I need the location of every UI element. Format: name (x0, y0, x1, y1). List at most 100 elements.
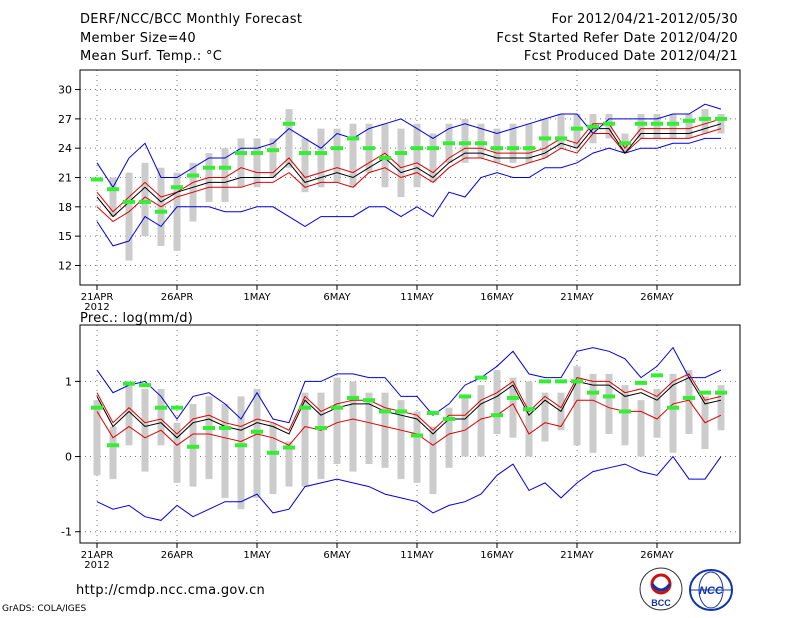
member-range-bar (397, 400, 405, 480)
member-range-bar (221, 403, 229, 498)
member-range-bar (381, 123, 389, 188)
observation-marker (395, 151, 407, 156)
member-range-bar (221, 148, 229, 202)
observation-marker (171, 405, 183, 410)
panel-title: Prec.: log(mm/d) (80, 311, 193, 326)
observation-marker (187, 444, 199, 449)
member-range-bar (493, 128, 501, 163)
x-tick-label: 6MAY (323, 550, 351, 561)
x-tick-label: 26APR (161, 550, 194, 561)
x-tick-label: 11MAY (400, 292, 434, 303)
ncc-logo-text: NCC (699, 585, 724, 597)
member-range-bar (317, 392, 325, 480)
observation-marker (347, 395, 359, 400)
member-range-bar (429, 426, 437, 495)
observation-marker (315, 425, 327, 430)
member-range-bar (685, 370, 693, 434)
member-range-bar (653, 113, 661, 139)
observation-marker (523, 407, 535, 412)
x-tick-label: 26MAY (640, 292, 674, 303)
y-tick-label: 21 (58, 172, 72, 185)
member-range-bar (509, 377, 517, 438)
member-range-bar (269, 422, 277, 495)
member-range-bar (125, 381, 133, 446)
observation-marker (475, 375, 487, 380)
observation-marker (555, 379, 567, 384)
member-range-bar (349, 381, 357, 472)
observation-marker (683, 118, 695, 123)
member-range-bar (205, 396, 213, 480)
observation-marker (331, 405, 343, 410)
x-tick-label: 21MAY (560, 550, 594, 561)
member-range-bar (317, 128, 325, 188)
member-range-bar (637, 113, 645, 139)
member-range-bar (477, 385, 485, 457)
observation-marker (651, 373, 663, 378)
x-tick-label: 26MAY (640, 550, 674, 561)
member-range-bar (397, 128, 405, 198)
x-tick-label: 26APR (161, 292, 194, 303)
x-tick-label: 6MAY (323, 292, 351, 303)
median-line (96, 123, 722, 218)
observation-marker (235, 151, 247, 156)
observation-marker (235, 443, 247, 448)
observation-marker (139, 199, 151, 204)
member-range-bar (301, 392, 309, 487)
member-range-bar (589, 373, 597, 453)
observation-marker (699, 116, 711, 121)
observation-marker (155, 209, 167, 214)
observation-marker (635, 380, 647, 385)
member-range-bar (301, 138, 309, 193)
observation-marker (555, 136, 567, 141)
member-range-bar (269, 138, 277, 178)
start-date: Fcst Started Refer Date 2012/04/20 (496, 31, 738, 46)
member-range-bar (413, 411, 421, 483)
member-range-bar (493, 370, 501, 434)
source-url[interactable]: http://cmdp.ncc.cma.gov.cn (76, 583, 266, 598)
observation-marker (411, 433, 423, 438)
member-size: Member Size=40 (80, 31, 196, 46)
y-tick-label: -1 (61, 526, 72, 539)
observation-marker (539, 136, 551, 141)
observation-marker (603, 121, 615, 126)
observation-marker (123, 199, 135, 204)
observation-marker (651, 121, 663, 126)
observation-marker (491, 146, 503, 151)
member-range-bar (109, 426, 117, 480)
observation-marker (683, 395, 695, 400)
y-tick-label: 24 (58, 142, 72, 155)
ncc-logo: NCC (689, 569, 733, 611)
member-range-bar (141, 162, 149, 237)
observation-marker (507, 146, 519, 151)
y-tick-label: 18 (58, 201, 72, 214)
observation-marker (539, 379, 551, 384)
member-range-bar (461, 118, 469, 163)
chart-title: DERF/NCC/BCC Monthly Forecast (80, 12, 303, 27)
member-range-bar (669, 373, 677, 453)
observation-marker (619, 409, 631, 414)
member-range-bar (349, 123, 357, 188)
member-range-bar (237, 138, 245, 188)
member-range-bar (333, 128, 341, 183)
member-range-bar (509, 123, 517, 163)
y-tick-label: 30 (58, 84, 72, 97)
x-tick-label: 21APR (81, 292, 114, 303)
observation-marker (267, 450, 279, 455)
observation-marker (299, 405, 311, 410)
member-range-bar (333, 377, 341, 465)
member-range-bar (525, 381, 533, 457)
upper-quartile-line (96, 118, 722, 213)
observation-marker (715, 390, 727, 395)
min-line (96, 137, 721, 247)
panel-1: 12 15 18 21 24 27 30 21APR 26APR 1MAY 6MAY 11MAY 16M… (58, 69, 741, 313)
observation-marker (667, 405, 679, 410)
upper-quartile-line (96, 373, 722, 435)
observation-marker (619, 141, 631, 146)
member-range-bar (461, 396, 469, 457)
observation-marker (571, 126, 583, 131)
observation-marker (107, 443, 119, 448)
member-range-bar (605, 373, 613, 434)
observation-marker (251, 429, 263, 434)
observation-marker (331, 146, 343, 151)
member-range-bar (381, 392, 389, 468)
